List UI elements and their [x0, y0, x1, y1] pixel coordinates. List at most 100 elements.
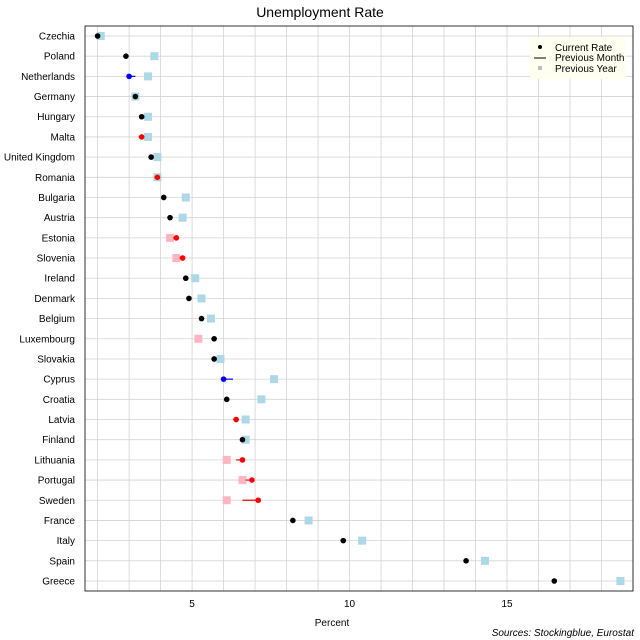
- previous-year-marker: [216, 354, 225, 363]
- legend-previous-year-marker: [538, 66, 542, 70]
- current-rate-point: [255, 497, 262, 504]
- category-label: Cyprus: [43, 375, 75, 386]
- previous-year-marker: [616, 577, 625, 585]
- previous-year-marker: [358, 536, 367, 545]
- previous-year-marker: [222, 496, 231, 505]
- current-rate-point: [463, 558, 469, 564]
- category-label: Hungary: [37, 112, 75, 123]
- grid-layer: [85, 26, 634, 591]
- current-rate-layer: [94, 33, 558, 584]
- legend-current-label: Current Rate: [555, 43, 613, 54]
- current-rate-point: [249, 477, 255, 483]
- current-rate-point: [220, 376, 227, 382]
- previous-year-marker: [238, 476, 247, 485]
- previous-year-marker: [197, 294, 206, 303]
- category-label: France: [44, 516, 76, 527]
- category-label: Slovakia: [37, 354, 75, 365]
- current-rate-point: [290, 517, 296, 524]
- current-rate-point: [132, 93, 139, 100]
- category-labels: Czechia Poland Netherlands Germany Hungary Ma…: [4, 32, 76, 588]
- x-tick-label: 15: [501, 599, 513, 610]
- previous-year-marker: [143, 132, 152, 141]
- previous-year-marker: [222, 455, 231, 464]
- category-label: Poland: [44, 52, 75, 63]
- legend-previous-month-label: Previous Month: [555, 53, 624, 64]
- current-rate-point: [173, 235, 180, 241]
- current-rate-point: [211, 335, 217, 342]
- previous-year-marker: [304, 516, 313, 525]
- current-rate-point: [167, 214, 173, 221]
- current-rate-point: [186, 295, 192, 302]
- x-tick-labels: 5 10 15: [189, 599, 513, 610]
- category-label: Czechia: [39, 32, 76, 43]
- category-label: Netherlands: [21, 72, 75, 83]
- previous-year-marker: [166, 233, 175, 242]
- category-label: Slovenia: [37, 254, 76, 265]
- category-label: Bulgaria: [38, 193, 75, 204]
- category-label: Ireland: [44, 274, 75, 285]
- previous-year-marker: [194, 334, 203, 343]
- current-rate-point: [239, 436, 246, 443]
- category-label: Finland: [42, 435, 75, 446]
- category-label: Belgium: [39, 314, 75, 325]
- previous-year-marker: [150, 52, 159, 61]
- legend: Current Rate Previous Month Previous Yea…: [530, 37, 626, 79]
- current-rate-point: [182, 275, 189, 282]
- previous-year-marker: [269, 375, 278, 384]
- category-label: Lithuania: [34, 455, 75, 466]
- current-rate-point: [340, 537, 347, 544]
- category-label: Croatia: [43, 395, 76, 406]
- previous-year-marker: [241, 415, 250, 424]
- current-rate-point: [239, 457, 246, 463]
- current-rate-point: [233, 416, 239, 423]
- previous-year-marker: [181, 193, 190, 202]
- current-rate-point: [154, 174, 161, 181]
- category-label: Germany: [34, 92, 75, 103]
- current-rate-point: [126, 73, 132, 80]
- current-rate-point: [551, 578, 558, 584]
- category-label: Latvia: [48, 415, 75, 426]
- previous-year-marker: [191, 274, 200, 283]
- category-label: Italy: [57, 536, 75, 547]
- current-rate-point: [148, 154, 154, 160]
- current-rate-point: [211, 356, 217, 362]
- category-label: United Kingdom: [4, 153, 75, 164]
- source-note: Sources: Stockingblue, Eurostat: [492, 628, 636, 639]
- category-label: Estonia: [42, 233, 76, 244]
- category-label: Romania: [35, 173, 75, 184]
- category-label: Malta: [51, 132, 76, 143]
- previous-year-marker: [241, 435, 250, 444]
- category-label: Portugal: [38, 476, 75, 487]
- previous-year-layer: [96, 32, 625, 585]
- current-rate-point: [123, 53, 129, 59]
- current-rate-point: [94, 33, 101, 39]
- chart-title: Unemployment Rate: [256, 4, 384, 20]
- current-rate-point: [138, 113, 145, 120]
- x-axis-label: Percent: [315, 618, 350, 629]
- legend-current-marker: [538, 45, 542, 49]
- current-rate-point: [160, 194, 167, 201]
- previous-year-marker: [480, 556, 489, 565]
- current-rate-point: [198, 315, 205, 322]
- category-label: Denmark: [34, 294, 76, 305]
- category-label: Luxembourg: [19, 334, 75, 345]
- previous-year-marker: [153, 153, 162, 162]
- plot-border: [84, 25, 634, 592]
- previous-year-marker: [178, 213, 187, 222]
- category-label: Spain: [49, 556, 75, 567]
- previous-year-marker: [96, 32, 105, 40]
- previous-year-marker: [143, 112, 152, 121]
- category-label: Sweden: [39, 496, 75, 507]
- current-rate-point: [179, 255, 186, 261]
- previous-year-marker: [206, 314, 215, 323]
- x-tick-label: 5: [189, 599, 195, 610]
- current-rate-point: [223, 396, 230, 403]
- current-rate-point: [138, 134, 145, 140]
- previous-year-marker: [143, 72, 152, 81]
- previous-year-marker: [172, 254, 181, 263]
- x-tick-label: 10: [344, 599, 356, 610]
- category-label: Austria: [44, 213, 76, 224]
- category-label: Greece: [42, 577, 75, 588]
